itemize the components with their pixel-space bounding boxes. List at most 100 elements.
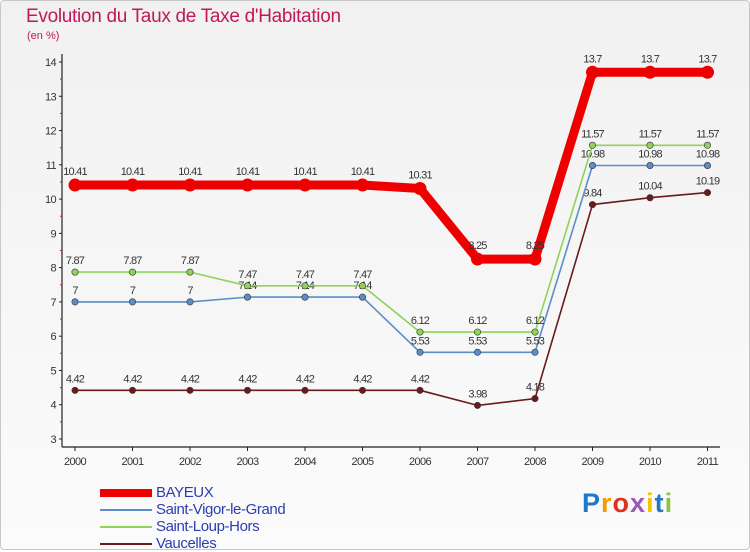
proxiti-logo: Proxiti: [582, 488, 673, 519]
data-label: 13.7: [583, 53, 602, 65]
chart-unit: (en %): [27, 30, 60, 42]
x-tick-label: 2004: [294, 456, 317, 468]
data-label: 11.57: [639, 128, 662, 140]
y-tick-label: 3: [50, 434, 56, 446]
data-point: [129, 268, 137, 276]
data-point: [701, 65, 714, 79]
data-label: 6.12: [526, 315, 545, 327]
data-label: 10.41: [178, 166, 202, 178]
data-point: [588, 162, 596, 170]
series-bayeux: 10.41 10.41 10.41 10.41 10.41 10.41 10.31 8.25 8…: [63, 53, 718, 266]
data-point: [528, 252, 542, 266]
data-point: [68, 178, 82, 192]
legend-label: Saint-Vigor-le-Grand: [156, 501, 286, 518]
data-point: [244, 293, 252, 301]
data-label: 4.42: [123, 373, 142, 385]
data-label: 10.41: [63, 166, 87, 178]
data-point: [298, 178, 312, 192]
data-point: [703, 162, 711, 170]
series-line: [70, 67, 712, 264]
data-point: [129, 386, 137, 394]
legend-swatch: [100, 543, 152, 545]
data-label: 7.47: [353, 269, 372, 281]
data-point: [241, 178, 254, 192]
data-label: 10.41: [236, 166, 260, 178]
x-tick-label: 2007: [466, 456, 489, 468]
data-point: [531, 348, 539, 356]
data-label: 11.57: [696, 128, 719, 140]
legend-swatch: [100, 489, 152, 497]
y-tick-label: 7: [50, 297, 56, 309]
data-label: 10.41: [121, 166, 145, 178]
legend: BAYEUX Saint-Vigor-le-Grand Saint-Loup-Hor…: [100, 484, 400, 552]
y-tick-label: 13: [45, 91, 57, 103]
series-line: [74, 164, 709, 354]
chart-title: Evolution du Taux de Taxe d'Habitation: [26, 6, 341, 27]
y-tick-label: 11: [46, 160, 57, 172]
y-tick-label: 5: [50, 365, 56, 377]
data-label: 10.98: [638, 149, 662, 161]
data-point: [416, 386, 424, 394]
y-tick-label: 8: [50, 263, 56, 275]
data-label: 4.18: [526, 382, 545, 394]
series-saint-vigor-le-grand: 7777.147.147.145.535.535.5310.9810.9810.…: [71, 149, 721, 356]
data-point: [71, 298, 79, 306]
data-point: [643, 65, 657, 79]
y-tick-label: 10: [45, 194, 57, 206]
data-label: 7.87: [123, 255, 142, 267]
data-point: [531, 328, 539, 336]
data-label: 13.7: [698, 53, 717, 65]
data-point: [358, 282, 366, 290]
data-point: [358, 293, 366, 301]
data-label: 10.31: [408, 169, 432, 181]
logo-letter: o: [612, 488, 631, 518]
data-point: [301, 293, 309, 301]
data-point: [71, 268, 79, 276]
data-point: [588, 201, 596, 209]
data-point: [244, 282, 252, 290]
data-label: 7: [187, 285, 193, 297]
data-point: [129, 298, 137, 306]
logo-letter: r: [601, 488, 613, 518]
y-tick-label: 9: [50, 228, 56, 240]
data-label: 11.57: [581, 128, 604, 140]
data-label: 7: [130, 285, 136, 297]
data-point: [186, 386, 194, 394]
data-point: [183, 178, 197, 192]
data-label: 7.47: [296, 269, 315, 281]
series-line: [74, 191, 709, 407]
x-tick-label: 2010: [639, 456, 662, 468]
line-chart: 3 4 5 6 7 8 9 10 11 12 13 14 2000 2001 2002 2003 2004 200…: [45, 53, 721, 468]
data-point: [646, 162, 654, 170]
data-point: [71, 386, 79, 394]
data-point: [646, 194, 654, 202]
data-label: 4.42: [238, 373, 257, 385]
data-label: 6.12: [411, 315, 430, 327]
data-label: 6.12: [468, 315, 487, 327]
data-point: [244, 386, 252, 394]
data-label: 7.87: [66, 255, 85, 267]
data-label: 5.53: [411, 335, 430, 347]
data-point: [356, 178, 369, 192]
data-label: 10.41: [293, 166, 317, 178]
series-saint-loup-hors: 7.87 7.87 7.87 7.47 7.47 7.47 6.12 6.12 6.12 11.5…: [66, 128, 720, 336]
y-tick-label: 12: [45, 126, 57, 138]
data-label: 9.84: [583, 188, 602, 200]
data-label: 7.47: [238, 269, 257, 281]
data-label: 13.7: [641, 53, 660, 65]
data-label: 4.42: [296, 373, 315, 385]
data-label: 10.04: [638, 181, 662, 193]
data-point: [703, 141, 711, 149]
logo-letter: x: [630, 488, 647, 518]
data-point: [186, 268, 194, 276]
x-tick-label: 2003: [236, 456, 259, 468]
x-tick-label: 2002: [179, 456, 202, 468]
legend-label: BAYEUX: [156, 484, 214, 501]
logo-letter: i: [646, 488, 655, 518]
data-point: [473, 328, 481, 336]
data-point: [588, 141, 596, 149]
data-point: [126, 178, 139, 192]
data-point: [416, 328, 424, 336]
data-label: 4.42: [181, 373, 200, 385]
